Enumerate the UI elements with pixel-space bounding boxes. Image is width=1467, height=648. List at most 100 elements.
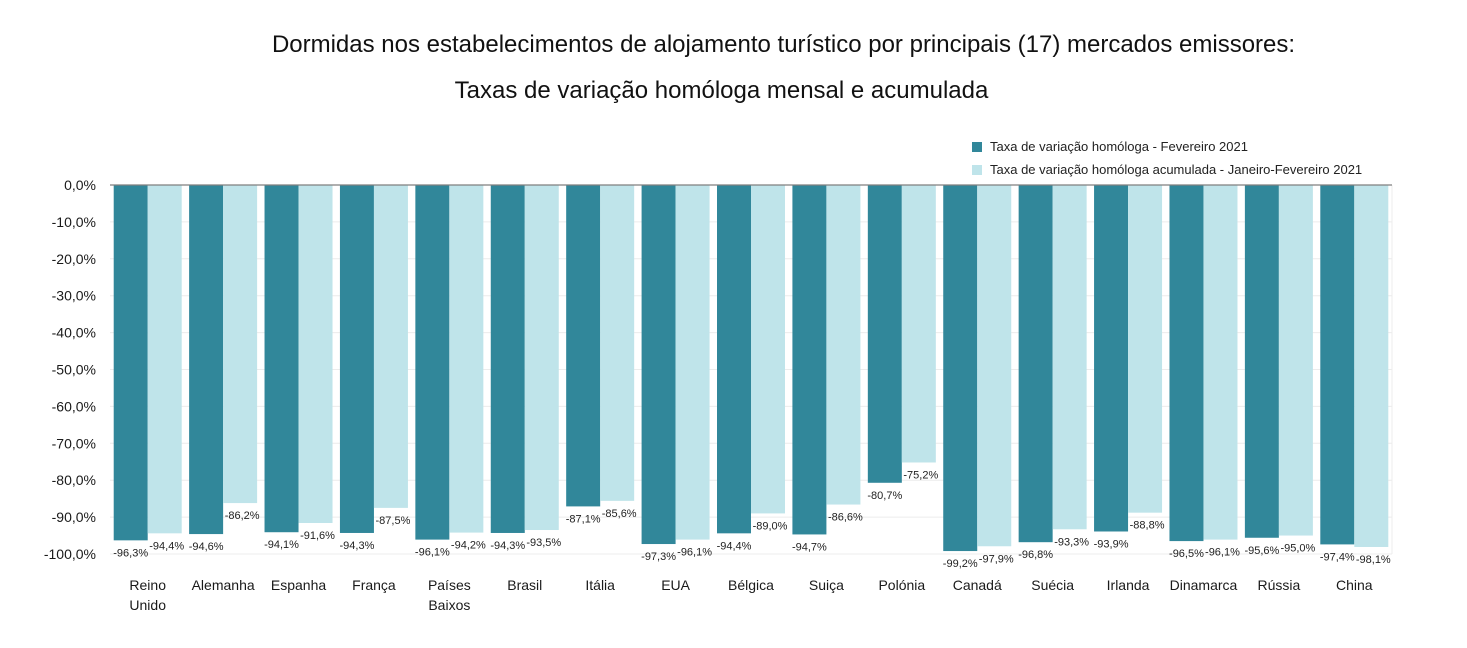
bar-series1 [189,185,224,535]
legend-item-series2: Taxa de variação homóloga acumulada - Ja… [972,162,1362,177]
x-category-label: Rússia [1257,577,1300,593]
bar-series2 [223,185,258,504]
bar-series1 [641,185,676,545]
data-label-series2: -91,6% [300,530,335,542]
data-label-series1: -94,6% [189,541,224,553]
y-tick-label: -50,0% [52,362,96,378]
y-tick-label: -10,0% [52,214,96,230]
bar-series1 [1169,185,1204,542]
data-label-series2: -87,5% [376,515,411,527]
legend-label-series2: Taxa de variação homóloga acumulada - Ja… [990,162,1363,177]
data-label-series1: -97,3% [641,551,676,563]
data-label-series1: -95,6% [1244,545,1279,557]
bar-series1 [490,185,525,533]
data-label-series1: -93,9% [1094,538,1129,550]
data-label-series2: -93,3% [1054,536,1089,548]
data-label-series1: -94,4% [717,540,752,552]
data-label-series2: -97,9% [979,553,1014,565]
bar-series1 [792,185,827,535]
data-label-series1: -96,5% [1169,548,1204,560]
x-category-label: Países [428,577,471,593]
y-tick-label: -60,0% [52,398,96,414]
x-category-label: Baixos [428,597,470,613]
bar-series2 [298,185,333,524]
y-tick-label: -20,0% [52,251,96,267]
bar-series2 [600,185,635,501]
bar-series2 [449,185,484,533]
x-category-label: Dinamarca [1170,577,1238,593]
y-tick-label: -30,0% [52,288,96,304]
data-label-series2: -95,0% [1280,543,1315,555]
bar-series1 [1094,185,1129,532]
data-label-series1: -94,3% [340,540,375,552]
bar-series2 [1052,185,1087,530]
data-label-series2: -93,5% [526,537,561,549]
bar-series2 [826,185,861,505]
data-label-series1: -96,8% [1018,549,1053,561]
data-label-series1: -94,3% [490,540,525,552]
bar-series1 [1320,185,1355,545]
bar-series2 [675,185,710,540]
data-label-series1: -94,7% [792,541,827,553]
bar-series2 [901,185,936,463]
bar-series2 [373,185,408,508]
data-label-series2: -88,8% [1130,520,1165,532]
x-category-label: França [352,577,396,593]
y-tick-label: 0,0% [64,177,96,193]
data-label-series2: -75,2% [903,469,938,481]
bar-series1 [415,185,450,540]
data-label-series1: -87,1% [566,513,601,525]
bar-series1 [943,185,978,552]
legend-swatch-series1 [972,142,982,152]
legend-swatch-series2 [972,165,982,175]
bar-series1 [1018,185,1053,543]
x-category-label: Unido [129,597,166,613]
y-tick-label: -40,0% [52,325,96,341]
data-label-series1: -96,3% [113,547,148,559]
bar-series1 [113,185,148,541]
chart-title: Dormidas nos estabelecimentos de alojame… [271,31,1296,58]
data-label-series2: -94,4% [149,540,184,552]
data-label-series1: -94,1% [264,539,299,551]
bar-series2 [1278,185,1313,536]
bar-series2 [1128,185,1163,513]
data-label-series2: -86,2% [225,510,260,522]
chart-subtitle: Taxas de variação homóloga mensal e acum… [454,77,989,104]
data-label-series2: -86,6% [828,512,863,524]
bar-series2 [751,185,785,514]
y-tick-label: -100,0% [44,546,96,562]
data-label-series2: -96,1% [1205,547,1240,559]
x-category-label: Irlanda [1107,577,1150,593]
bar-series1 [717,185,751,534]
data-label-series2: -98,1% [1356,554,1391,566]
x-category-label: Suécia [1031,577,1074,593]
bar-series2 [147,185,182,534]
bar-series1 [264,185,299,533]
bar-series1 [339,185,374,533]
data-label-series1: -99,2% [943,558,978,570]
x-category-label: Itália [585,577,615,593]
x-category-label: Canadá [953,577,1002,593]
data-label-series1: -96,1% [415,547,450,559]
data-label-series2: -94,2% [451,540,486,552]
legend-label-series1: Taxa de variação homóloga - Fevereiro 20… [990,139,1248,154]
x-category-label: Alemanha [192,577,255,593]
data-label-series2: -85,6% [602,508,637,520]
bar-series2 [524,185,559,531]
bar-series1 [867,185,902,483]
bar-series2 [1203,185,1238,540]
bar-series2 [977,185,1012,547]
bar-series1 [566,185,601,507]
y-tick-label: -70,0% [52,435,96,451]
x-category-label: China [1336,577,1373,593]
x-category-label: Espanha [271,577,326,593]
y-tick-label: -80,0% [52,472,96,488]
x-category-label: Reino [129,577,166,593]
data-label-series2: -96,1% [677,547,712,559]
x-category-label: Suiça [809,577,844,593]
x-category-label: Brasil [507,577,542,593]
x-category-label: Polónia [878,577,925,593]
x-category-label: Bélgica [728,577,774,593]
x-category-label: EUA [661,577,690,593]
